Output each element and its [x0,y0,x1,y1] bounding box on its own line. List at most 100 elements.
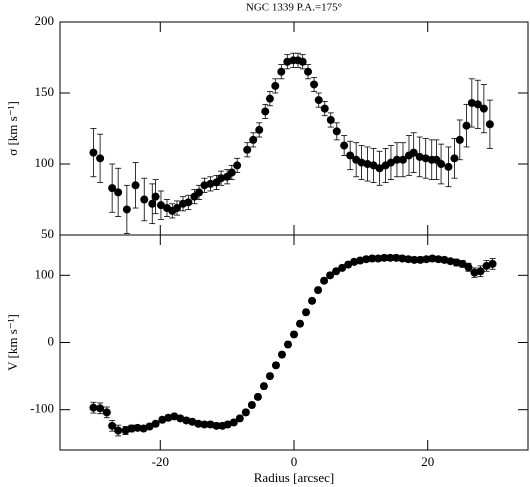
point [455,135,464,144]
point [156,201,165,210]
point [271,361,280,370]
point [121,426,130,435]
point [182,416,191,425]
point [265,372,274,381]
y-tick-label: 0 [48,333,55,348]
chart-title: NGC 1339 P.A.=175° [246,2,342,14]
point [265,94,274,103]
point [212,421,221,430]
y-axis-label: V [km s⁻¹] [5,314,20,371]
point [140,195,149,204]
point [184,198,193,207]
point [164,413,173,422]
point [206,420,215,429]
point [277,67,286,76]
point [320,276,329,285]
x-tick-label: 0 [291,454,298,469]
x-axis-label: Radius [arcsec] [254,470,335,485]
point [479,104,488,113]
point [340,141,349,150]
point [96,404,105,413]
point [440,255,449,264]
point [404,255,413,264]
point [410,255,419,264]
point [296,319,305,328]
point [392,253,401,262]
point [308,296,317,305]
point [89,403,98,412]
y-tick-label: -100 [30,401,54,416]
point [122,205,131,214]
point [114,426,123,435]
plot-frame [59,234,529,451]
x-tick-label: 20 [421,454,434,469]
point [200,420,209,429]
point [320,104,329,113]
point [409,148,418,157]
point [277,350,286,359]
point [108,421,117,430]
point [369,161,378,170]
point [332,267,341,276]
point [415,152,424,161]
point [338,263,347,272]
point [482,261,491,270]
point [194,419,203,428]
point [176,414,185,423]
point [386,253,395,262]
point [227,168,236,177]
point [473,100,482,109]
y-tick-label: 200 [35,13,55,28]
point [350,257,359,266]
point [170,412,179,421]
point [217,174,226,183]
point [326,115,335,124]
point [434,255,443,264]
point [450,154,459,163]
y-axis-label: σ [km s⁻¹] [5,101,20,156]
point [102,408,111,417]
point [326,271,335,280]
point [247,400,256,409]
point [127,424,136,433]
point [271,81,280,90]
point [437,160,446,168]
point [108,184,117,193]
point [195,188,204,197]
point [133,423,142,432]
point [398,155,407,164]
y-tick-label: 100 [35,155,55,170]
point [416,255,425,264]
point [96,154,105,163]
point [444,162,453,171]
x-tick-label: -20 [152,454,169,469]
point [243,145,252,154]
point [302,308,311,317]
point [428,254,437,263]
point [283,340,292,349]
point [261,107,270,116]
point [375,164,384,173]
point [488,259,497,268]
point [368,254,377,263]
point [380,253,389,262]
point [131,181,140,190]
point [259,382,268,391]
point [200,181,209,190]
point [467,98,476,107]
point [283,57,292,66]
point [253,392,262,401]
point [188,417,197,426]
point [249,135,258,144]
point [223,420,232,429]
point [476,267,485,276]
point [470,268,479,277]
point [464,263,473,272]
y-tick-label: 100 [35,266,55,281]
point [235,414,244,423]
plot-frame [59,21,529,236]
point [89,148,98,157]
point [290,330,298,339]
